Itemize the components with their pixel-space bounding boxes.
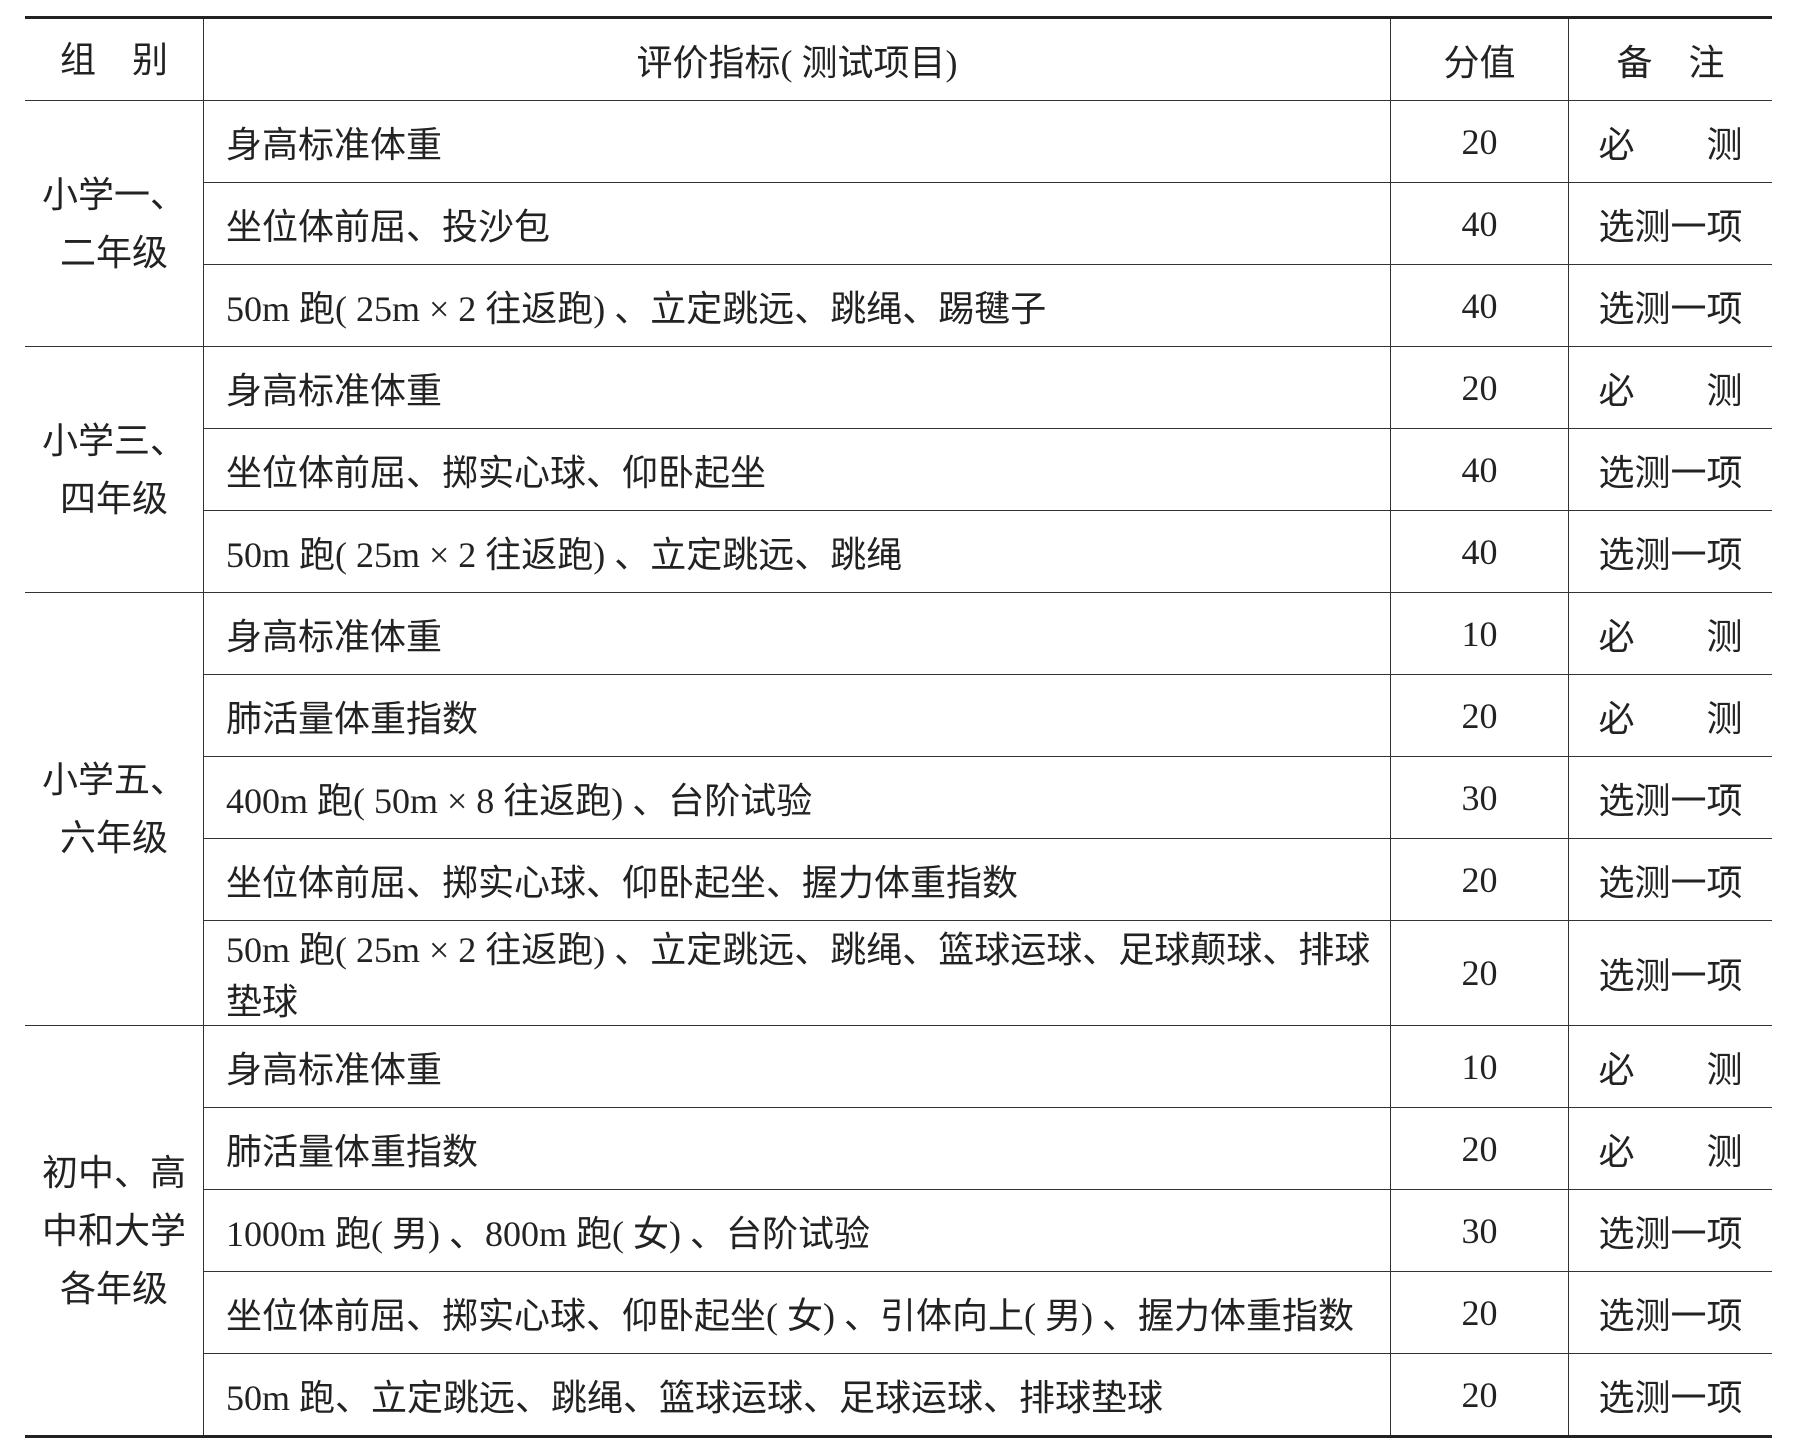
header-cell: 备 注: [1568, 16, 1772, 101]
remark: 必 测: [1568, 592, 1772, 675]
test-item: 坐位体前屈、掷实心球、仰卧起坐: [203, 428, 1391, 511]
table-row: 400m 跑( 50m × 8 往返跑) 、台阶试验 30 选测一项: [25, 756, 1772, 839]
group-cell: 初中、高中和大学各年级: [25, 1025, 204, 1438]
group-name-line: 二年级: [59, 232, 168, 273]
score: 40: [1390, 264, 1569, 347]
test-item: 坐位体前屈、掷实心球、仰卧起坐、握力体重指数: [203, 838, 1391, 921]
score: 20: [1390, 920, 1569, 1026]
header-cell: 评价指标( 测试项目): [203, 16, 1391, 101]
table-row: 坐位体前屈、掷实心球、仰卧起坐( 女) 、引体向上( 男) 、握力体重指数 20 选…: [25, 1271, 1772, 1354]
score: 20: [1390, 346, 1569, 429]
header-cell: 组 别: [25, 16, 204, 101]
score: 30: [1390, 756, 1569, 839]
test-item: 50m 跑( 25m × 2 往返跑) 、立定跳远、跳绳: [203, 510, 1391, 593]
score: 40: [1390, 182, 1569, 265]
table-row: 50m 跑、立定跳远、跳绳、篮球运球、足球运球、排球垫球 20 选测一项: [25, 1353, 1772, 1438]
group-name-line: 初中、高: [41, 1152, 186, 1193]
test-item: 400m 跑( 50m × 8 往返跑) 、台阶试验: [203, 756, 1391, 839]
remark: 选测一项: [1568, 182, 1772, 265]
test-item: 坐位体前屈、投沙包: [203, 182, 1391, 265]
remark: 选测一项: [1568, 1189, 1772, 1272]
remark: 必 测: [1568, 674, 1772, 757]
remark: 选测一项: [1568, 756, 1772, 839]
group-name-line: 各年级: [59, 1268, 168, 1309]
score: 10: [1390, 1025, 1569, 1108]
remark: 选测一项: [1568, 1353, 1772, 1438]
test-item: 50m 跑( 25m × 2 往返跑) 、立定跳远、跳绳、踢毽子: [203, 264, 1391, 347]
test-item: 肺活量体重指数: [203, 1107, 1391, 1190]
group-cell: 小学三、 四年级: [25, 346, 204, 593]
test-item: 坐位体前屈、掷实心球、仰卧起坐( 女) 、引体向上( 男) 、握力体重指数: [203, 1271, 1391, 1354]
remark: 必 测: [1568, 1025, 1772, 1108]
table-row: 肺活量体重指数 20 必 测: [25, 1107, 1772, 1190]
score: 20: [1390, 1107, 1569, 1190]
table-row: 坐位体前屈、掷实心球、仰卧起坐、握力体重指数 20 选测一项: [25, 838, 1772, 921]
group-name-line: 小学三、: [41, 420, 186, 461]
remark: 选测一项: [1568, 428, 1772, 511]
group-cell: 小学一、 二年级: [25, 100, 204, 347]
test-item: 身高标准体重: [203, 1025, 1391, 1108]
group-name-line: 小学一、: [41, 174, 186, 215]
test-item: 身高标准体重: [203, 346, 1391, 429]
group-cell: 小学五、 六年级: [25, 592, 204, 1026]
test-item: 身高标准体重: [203, 592, 1391, 675]
table-row: 小学三、 四年级 身高标准体重 20 必 测: [25, 346, 1772, 593]
score: 40: [1390, 428, 1569, 511]
group-name-line: 四年级: [59, 478, 168, 519]
remark: 必 测: [1568, 346, 1772, 429]
score: 20: [1390, 674, 1569, 757]
remark: 选测一项: [1568, 920, 1772, 1026]
remark: 必 测: [1568, 100, 1772, 183]
remark: 选测一项: [1568, 1271, 1772, 1354]
score: 20: [1390, 838, 1569, 921]
test-item: 50m 跑、立定跳远、跳绳、篮球运球、足球运球、排球垫球: [203, 1353, 1391, 1438]
table-row: 初中、高 中和大学 各年级 身高标准体重 10 必 测: [25, 1025, 1772, 1438]
remark: 必 测: [1568, 1107, 1772, 1190]
table-row: 小学一、 二年级 身高标准体重 20 必 测: [25, 100, 1772, 347]
table-row: 坐位体前屈、掷实心球、仰卧起坐 40 选测一项: [25, 428, 1772, 511]
table-row: 1000m 跑( 男) 、800m 跑( 女) 、台阶试验 30 选测一项: [25, 1189, 1772, 1272]
test-item: 1000m 跑( 男) 、800m 跑( 女) 、台阶试验: [203, 1189, 1391, 1272]
score: 10: [1390, 592, 1569, 675]
remark: 选测一项: [1568, 510, 1772, 593]
table-body: 小学一、 二年级 身高标准体重 20 必 测坐位体前屈、投沙包 40 选测一项 50m 跑( …: [25, 100, 1772, 1438]
test-item: 身高标准体重: [203, 100, 1391, 183]
table-row: 50m 跑( 25m × 2 往返跑) 、立定跳远、跳绳 40 选测一项: [25, 510, 1772, 593]
group-name-line: 小学五、: [41, 760, 186, 800]
score: 40: [1390, 510, 1569, 593]
score: 30: [1390, 1189, 1569, 1272]
table-row: 50m 跑( 25m × 2 往返跑) 、立定跳远、跳绳、踢毽子 40 选测一项: [25, 264, 1772, 347]
table-row: 肺活量体重指数 20 必 测: [25, 674, 1772, 757]
score: 20: [1390, 100, 1569, 183]
score: 20: [1390, 1271, 1569, 1354]
test-item: 50m 跑( 25m × 2 往返跑) 、立定跳远、跳绳、篮球运球、足球颠球、排…: [203, 920, 1391, 1026]
score: 20: [1390, 1353, 1569, 1438]
table-row: 小学五、 六年级 身高标准体重 10 必 测: [25, 592, 1772, 1026]
group-name-line: 六年级: [59, 818, 168, 858]
header-row: 组 别 评价指标( 测试项目) 分值 备 注: [25, 16, 1772, 101]
remark: 选测一项: [1568, 838, 1772, 921]
test-item: 肺活量体重指数: [203, 674, 1391, 757]
table-row: 坐位体前屈、投沙包 40 选测一项: [25, 182, 1772, 265]
group-name-line: 中和大学: [41, 1210, 186, 1251]
remark: 选测一项: [1568, 264, 1772, 347]
header-cell: 分值: [1390, 16, 1569, 101]
score-table: 组 别 评价指标( 测试项目) 分值 备 注 小学一、 二年级 身高标准体重 20 必 …: [25, 16, 1772, 1438]
table-row: 50m 跑( 25m × 2 往返跑) 、立定跳远、跳绳、篮球运球、足球颠球、排…: [25, 920, 1772, 1026]
